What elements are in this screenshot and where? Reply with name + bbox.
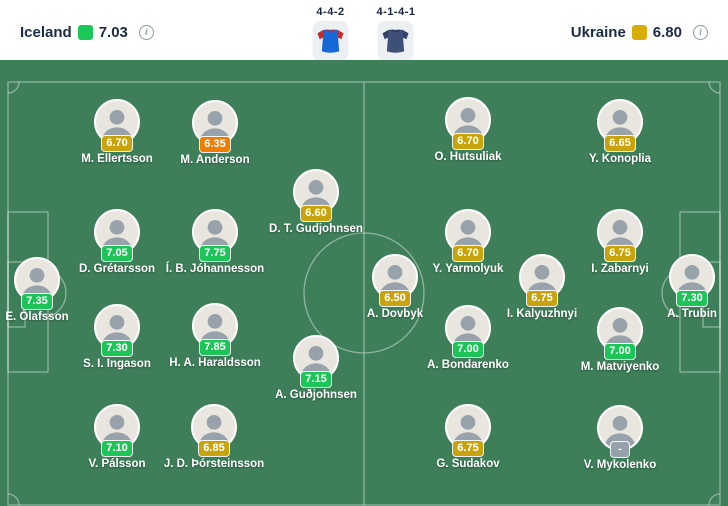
player-rating-badge: 6.70 [453, 246, 483, 261]
home-rating-square [77, 24, 93, 40]
player-node[interactable]: 7.05 D. Grétarsson [57, 209, 177, 275]
player-name: A. Trubin [667, 308, 717, 320]
player-node[interactable]: 6.75 I. Kalyuzhnyi [482, 254, 602, 320]
player-name: I. Zabarnyi [591, 263, 649, 275]
player-node[interactable]: 7.75 Í. B. Jóhannesson [155, 209, 275, 275]
player-rating-badge: 6.75 [527, 291, 557, 306]
away-jersey-icon [378, 21, 414, 61]
player-node[interactable]: 7.30 S. I. Ingason [57, 304, 177, 370]
player-node[interactable]: 7.30 A. Trubin [632, 254, 728, 320]
formations: 4-4-2 4-1-4-1 [312, 6, 416, 61]
player-node[interactable]: 7.10 V. Pálsson [57, 404, 177, 470]
away-formation: 4-1-4-1 [376, 6, 416, 18]
player-rating-badge: 6.50 [380, 291, 410, 306]
player-rating-badge: 6.60 [301, 206, 331, 221]
player-name: Í. B. Jóhannesson [165, 263, 265, 275]
player-node[interactable]: 7.35 E. Ólafsson [0, 257, 97, 323]
player-name: H. A. Haraldsson [169, 357, 261, 369]
player-avatar-icon [293, 169, 339, 215]
player-rating-badge: 7.85 [200, 340, 230, 355]
player-name: O. Hutsuliak [434, 151, 502, 163]
player-name: E. Ólafsson [5, 311, 69, 323]
player-node[interactable]: 6.35 M. Anderson [155, 100, 275, 166]
player-rating-badge: 7.00 [605, 344, 635, 359]
home-formation-block: 4-4-2 [312, 6, 349, 61]
player-node[interactable]: 6.70 O. Hutsuliak [408, 97, 528, 163]
player-node[interactable]: 6.70 M. Ellertsson [57, 99, 177, 165]
player-rating-badge: 7.75 [200, 246, 230, 261]
player-name: Y. Konoplia [589, 153, 651, 165]
home-formation: 4-4-2 [316, 6, 345, 18]
player-node[interactable]: 6.85 J. D. Þórsteinsson [154, 404, 274, 470]
player-rating-badge: 7.35 [22, 294, 52, 309]
player-node[interactable]: 6.70 Y. Yarmolyuk [408, 209, 528, 275]
home-team-rating: 7.03 [98, 23, 128, 41]
player-rating-badge: 6.70 [102, 136, 132, 151]
player-rating-badge: 7.15 [301, 372, 331, 387]
player-name: S. I. Ingason [83, 358, 151, 370]
player-name: A. Bondarenko [427, 359, 509, 371]
player-node[interactable]: 6.50 A. Dovbyk [335, 254, 455, 320]
player-node[interactable]: 7.00 M. Matviyenko [560, 307, 680, 373]
player-rating-badge: 7.30 [677, 291, 707, 306]
pitch: 7.35 E. Ólafsson 6.70 M. Ellertsson 7.05… [0, 60, 728, 506]
player-name: Y. Yarmolyuk [432, 263, 504, 275]
player-name: V. Mykolenko [583, 459, 657, 471]
player-rating-badge: 6.75 [605, 246, 635, 261]
player-node[interactable]: 6.65 Y. Konoplia [560, 99, 680, 165]
home-team-name: Iceland [20, 23, 72, 41]
player-name: I. Kalyuzhnyi [506, 308, 578, 320]
away-formation-block: 4-1-4-1 [377, 6, 416, 61]
player-node[interactable]: 7.00 A. Bondarenko [408, 305, 528, 371]
player-rating-badge: 7.10 [102, 441, 132, 456]
player-rating-badge: 7.05 [102, 246, 132, 261]
info-icon[interactable]: i [138, 24, 154, 40]
player-name: D. Grétarsson [78, 263, 156, 275]
away-team-rating: 6.80 [652, 23, 682, 41]
player-name: V. Pálsson [88, 458, 146, 470]
player-rating-badge: 6.85 [199, 441, 229, 456]
player-rating-badge: 6.35 [200, 137, 230, 152]
player-name: G. Sudakov [436, 458, 500, 470]
player-rating-badge: 7.00 [453, 342, 483, 357]
player-rating-badge: 6.70 [453, 134, 483, 149]
player-name: M. Matviyenko [580, 361, 660, 373]
player-rating-badge: - [611, 442, 629, 457]
player-node[interactable]: 6.75 I. Zabarnyi [560, 209, 680, 275]
player-node[interactable]: 7.15 A. Guðjohnsen [256, 335, 376, 401]
player-rating-badge: 6.65 [605, 136, 635, 151]
player-node[interactable]: 7.85 H. A. Haraldsson [155, 303, 275, 369]
player-name: A. Guðjohnsen [275, 389, 357, 401]
player-node[interactable]: 6.60 D. T. Gudjohnsen [256, 169, 376, 235]
player-name: M. Ellertsson [81, 153, 153, 165]
away-rating-square [631, 24, 647, 40]
player-name: M. Anderson [180, 154, 250, 166]
home-jersey-icon [312, 21, 349, 61]
info-icon[interactable]: i [693, 24, 708, 40]
away-team-name: Ukraine [570, 23, 626, 41]
home-team-summary: Iceland 7.03 i [20, 24, 154, 41]
player-name: D. T. Gudjohnsen [269, 223, 363, 235]
player-avatar-icon [192, 100, 238, 146]
player-node[interactable]: - V. Mykolenko [560, 405, 680, 471]
player-name: A. Dovbyk [366, 308, 424, 320]
lineups-header: Iceland 7.03 i 4-4-2 4-1-4-1 [0, 0, 728, 61]
player-rating-badge: 7.30 [102, 341, 132, 356]
player-node[interactable]: 6.75 G. Sudakov [408, 404, 528, 470]
player-name: J. D. Þórsteinsson [163, 458, 265, 470]
player-rating-badge: 6.75 [453, 441, 483, 456]
away-team-summary: Ukraine 6.80 i [571, 24, 708, 41]
